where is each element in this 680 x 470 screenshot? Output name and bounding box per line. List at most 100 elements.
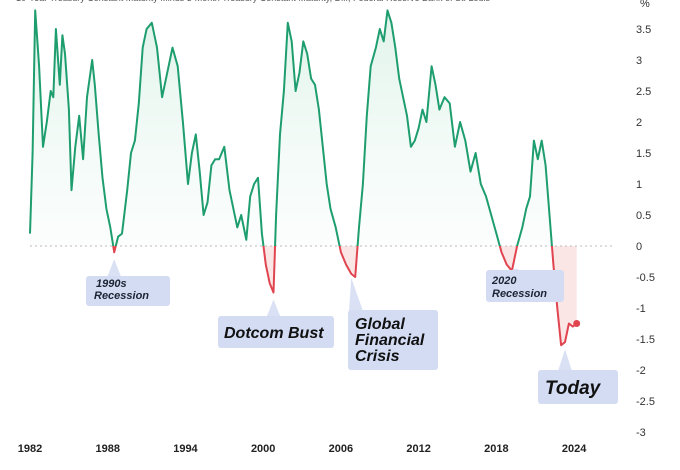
- data-point: [568, 323, 570, 325]
- data-point: [310, 78, 312, 80]
- data-point: [187, 183, 189, 185]
- annotation-box: [348, 310, 438, 370]
- x-tick-label: 2024: [562, 443, 587, 455]
- data-point: [354, 276, 356, 278]
- x-tick-label: 1994: [173, 443, 198, 455]
- data-point: [322, 146, 324, 148]
- data-point: [553, 264, 555, 266]
- data-point: [199, 171, 201, 173]
- data-point: [283, 90, 285, 92]
- y-tick-label: 0: [636, 241, 642, 253]
- data-point: [94, 84, 96, 86]
- y-tick-label: 1: [636, 179, 642, 191]
- data-point: [335, 227, 337, 229]
- data-point: [525, 208, 527, 210]
- data-point: [50, 90, 52, 92]
- data-point: [391, 22, 393, 24]
- data-point: [38, 65, 40, 67]
- annotation-callout: Dotcom Bust: [218, 299, 334, 348]
- data-point: [444, 96, 446, 98]
- data-point: [414, 140, 416, 142]
- data-point: [314, 84, 316, 86]
- data-point: [117, 236, 119, 238]
- data-point: [422, 109, 424, 111]
- x-tick-label: 2012: [406, 443, 430, 455]
- data-point: [249, 196, 251, 198]
- annotation-text: Today: [545, 378, 602, 399]
- data-point: [64, 53, 66, 55]
- data-point: [203, 214, 205, 216]
- data-point: [402, 96, 404, 98]
- data-point: [522, 227, 524, 229]
- data-point: [410, 146, 412, 148]
- data-point: [102, 177, 104, 179]
- data-point: [91, 59, 93, 61]
- data-point: [299, 72, 301, 74]
- y-tick-label: -1.5: [636, 334, 655, 346]
- annotation-text: Recession: [492, 288, 547, 300]
- data-point: [345, 264, 347, 266]
- data-point: [182, 121, 184, 123]
- annotation-text: Financial: [355, 332, 425, 349]
- data-point: [126, 189, 128, 191]
- data-point: [211, 165, 213, 167]
- data-point: [233, 208, 235, 210]
- data-point: [62, 34, 64, 36]
- series-line-positive: [29, 9, 553, 246]
- annotation-text: 1990s: [96, 278, 127, 290]
- data-point: [330, 208, 332, 210]
- data-point: [98, 134, 100, 136]
- x-tick-label: 2000: [251, 443, 275, 455]
- data-point: [426, 121, 428, 123]
- data-point: [34, 10, 36, 12]
- data-point: [42, 146, 44, 148]
- data-point: [326, 183, 328, 185]
- data-point: [46, 121, 48, 123]
- data-point: [29, 233, 31, 235]
- data-point: [485, 196, 487, 198]
- data-point: [398, 78, 400, 80]
- data-point: [490, 214, 492, 216]
- data-point: [431, 65, 433, 67]
- x-tick-label: 2018: [484, 443, 508, 455]
- y-tick-label: -1: [636, 303, 646, 315]
- data-point: [110, 227, 112, 229]
- data-point: [537, 158, 539, 160]
- annotation-text: Global: [355, 316, 405, 333]
- data-point: [435, 84, 437, 86]
- data-point: [549, 214, 551, 216]
- data-point: [439, 109, 441, 111]
- data-point: [529, 196, 531, 198]
- data-point: [475, 152, 477, 154]
- data-point: [370, 65, 372, 67]
- y-tick-label: 0.5: [636, 210, 651, 222]
- x-tick-label: 1988: [95, 443, 119, 455]
- data-point: [142, 47, 144, 49]
- data-point: [75, 146, 77, 148]
- data-point: [265, 264, 267, 266]
- data-point: [351, 273, 353, 275]
- y-tick-label: 2.5: [636, 86, 651, 98]
- data-point: [366, 115, 368, 117]
- data-point: [564, 341, 566, 343]
- data-point: [106, 208, 108, 210]
- annotation-text: 2020: [491, 275, 517, 287]
- annotation-text: Recession: [94, 290, 149, 302]
- annotation-box: [218, 316, 334, 348]
- data-point: [261, 233, 263, 235]
- y-tick-label: 2: [636, 117, 642, 129]
- data-point: [59, 84, 61, 86]
- data-point: [387, 10, 389, 12]
- data-point: [496, 233, 498, 235]
- data-point: [68, 109, 70, 111]
- annotation-box: [86, 276, 170, 306]
- data-point: [406, 115, 408, 117]
- y-tick-label: 3.5: [636, 24, 651, 36]
- data-point: [318, 109, 320, 111]
- data-point: [146, 28, 148, 30]
- data-point: [572, 326, 574, 328]
- data-point: [295, 90, 297, 92]
